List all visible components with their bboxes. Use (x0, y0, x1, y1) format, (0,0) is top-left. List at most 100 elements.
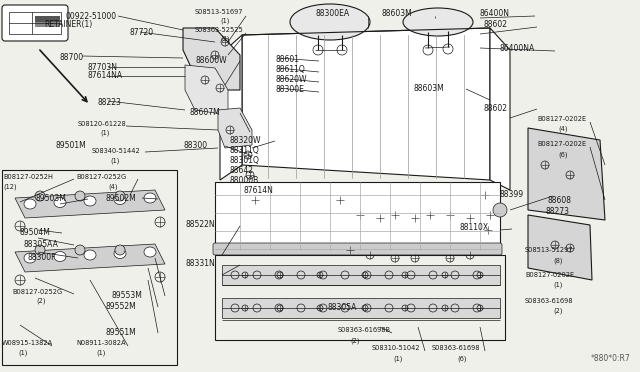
Text: 88300F: 88300F (28, 253, 56, 262)
Text: B08127-0252G: B08127-0252G (76, 174, 126, 180)
Text: 88600W: 88600W (195, 56, 227, 65)
Circle shape (35, 245, 45, 255)
Text: (1): (1) (110, 157, 120, 164)
Bar (35, 16, 60, 24)
Text: 88305A: 88305A (328, 303, 357, 312)
Text: 88399: 88399 (500, 190, 524, 199)
Text: 88603M: 88603M (414, 84, 445, 93)
Bar (35, 22, 60, 27)
Text: (2): (2) (36, 298, 45, 305)
Ellipse shape (144, 193, 156, 203)
Text: (1): (1) (393, 355, 403, 362)
Text: 87720: 87720 (130, 28, 154, 37)
Ellipse shape (24, 253, 36, 263)
Text: (2): (2) (350, 337, 360, 343)
Ellipse shape (84, 250, 96, 260)
Circle shape (75, 191, 85, 201)
Bar (222, 298, 500, 318)
Polygon shape (528, 128, 605, 220)
Text: S08363-61698: S08363-61698 (432, 345, 481, 351)
Polygon shape (15, 190, 165, 218)
Bar (9, 12, 61, 34)
Text: (2): (2) (553, 308, 563, 314)
Circle shape (493, 203, 507, 217)
Text: (4): (4) (108, 183, 118, 189)
Text: (6): (6) (558, 151, 568, 157)
Text: (1): (1) (100, 130, 109, 137)
Polygon shape (183, 28, 240, 90)
Bar (222, 265, 500, 285)
Text: RETAINER(1): RETAINER(1) (44, 20, 92, 29)
Text: S08340-51442: S08340-51442 (92, 148, 141, 154)
Text: 88522N: 88522N (186, 220, 216, 229)
Text: 88642: 88642 (230, 166, 254, 175)
Circle shape (115, 245, 125, 255)
Text: 00922-51000: 00922-51000 (65, 12, 116, 21)
Text: 87703N: 87703N (88, 63, 118, 72)
Polygon shape (215, 182, 500, 250)
Text: 86400NA: 86400NA (500, 44, 535, 53)
Text: (1): (1) (220, 18, 229, 25)
Text: 89501M: 89501M (56, 141, 87, 150)
Ellipse shape (290, 4, 370, 40)
Text: 88300EA: 88300EA (315, 9, 349, 18)
Text: (2): (2) (220, 36, 230, 42)
Text: 87614NA: 87614NA (88, 71, 123, 80)
Bar (2, 170, 177, 365)
Text: S08513-51297: S08513-51297 (525, 247, 573, 253)
Text: S08310-51042: S08310-51042 (372, 345, 420, 351)
Text: 88331N: 88331N (186, 259, 216, 268)
Text: 88620W: 88620W (276, 75, 307, 84)
Ellipse shape (84, 196, 96, 206)
Text: B08127-0252H: B08127-0252H (3, 174, 53, 180)
Text: 88607M: 88607M (190, 108, 221, 117)
Text: 88301Q: 88301Q (230, 156, 260, 165)
Circle shape (115, 191, 125, 201)
Text: 88273: 88273 (545, 207, 569, 216)
Text: W08915-1382A: W08915-1382A (2, 340, 53, 346)
FancyBboxPatch shape (213, 243, 502, 255)
Polygon shape (220, 35, 242, 180)
Text: S08363-61698B: S08363-61698B (338, 327, 391, 333)
Text: 88110X: 88110X (460, 223, 489, 232)
Text: (8): (8) (553, 257, 563, 263)
Polygon shape (528, 215, 592, 280)
Text: (1): (1) (18, 350, 28, 356)
Text: 88608: 88608 (548, 196, 572, 205)
Ellipse shape (403, 8, 473, 36)
Text: 89553M: 89553M (112, 291, 143, 300)
Text: 88603M: 88603M (382, 9, 413, 18)
Text: 89551M: 89551M (106, 328, 137, 337)
Text: 88311Q: 88311Q (230, 146, 260, 155)
Text: (12): (12) (3, 183, 17, 189)
Text: 88602: 88602 (484, 104, 508, 113)
Text: 88320W: 88320W (230, 136, 262, 145)
FancyBboxPatch shape (2, 5, 68, 41)
Text: 88601: 88601 (276, 55, 300, 64)
Text: 89503M: 89503M (36, 194, 67, 203)
Ellipse shape (54, 251, 66, 262)
Circle shape (35, 191, 45, 201)
Text: *880*0:R7: *880*0:R7 (590, 354, 630, 363)
Text: 88300: 88300 (183, 141, 207, 150)
Text: 86400N: 86400N (480, 9, 510, 18)
Polygon shape (185, 65, 228, 115)
Ellipse shape (114, 248, 126, 259)
Text: S08513-51697: S08513-51697 (195, 9, 243, 15)
Text: (1): (1) (553, 282, 563, 289)
Ellipse shape (24, 199, 36, 209)
Polygon shape (490, 28, 510, 190)
Text: S08363-61698: S08363-61698 (525, 298, 573, 304)
Text: (1): (1) (96, 350, 106, 356)
Bar (215, 255, 505, 340)
Text: 88611Q: 88611Q (276, 65, 306, 74)
Polygon shape (242, 28, 490, 180)
Polygon shape (15, 244, 165, 272)
Text: 87614N: 87614N (244, 186, 274, 195)
Polygon shape (218, 108, 252, 148)
Text: 89504M: 89504M (20, 228, 51, 237)
Text: 89552M: 89552M (106, 302, 137, 311)
Ellipse shape (54, 198, 66, 208)
Text: 88602: 88602 (484, 20, 508, 29)
Text: B08127-0202E: B08127-0202E (537, 116, 586, 122)
